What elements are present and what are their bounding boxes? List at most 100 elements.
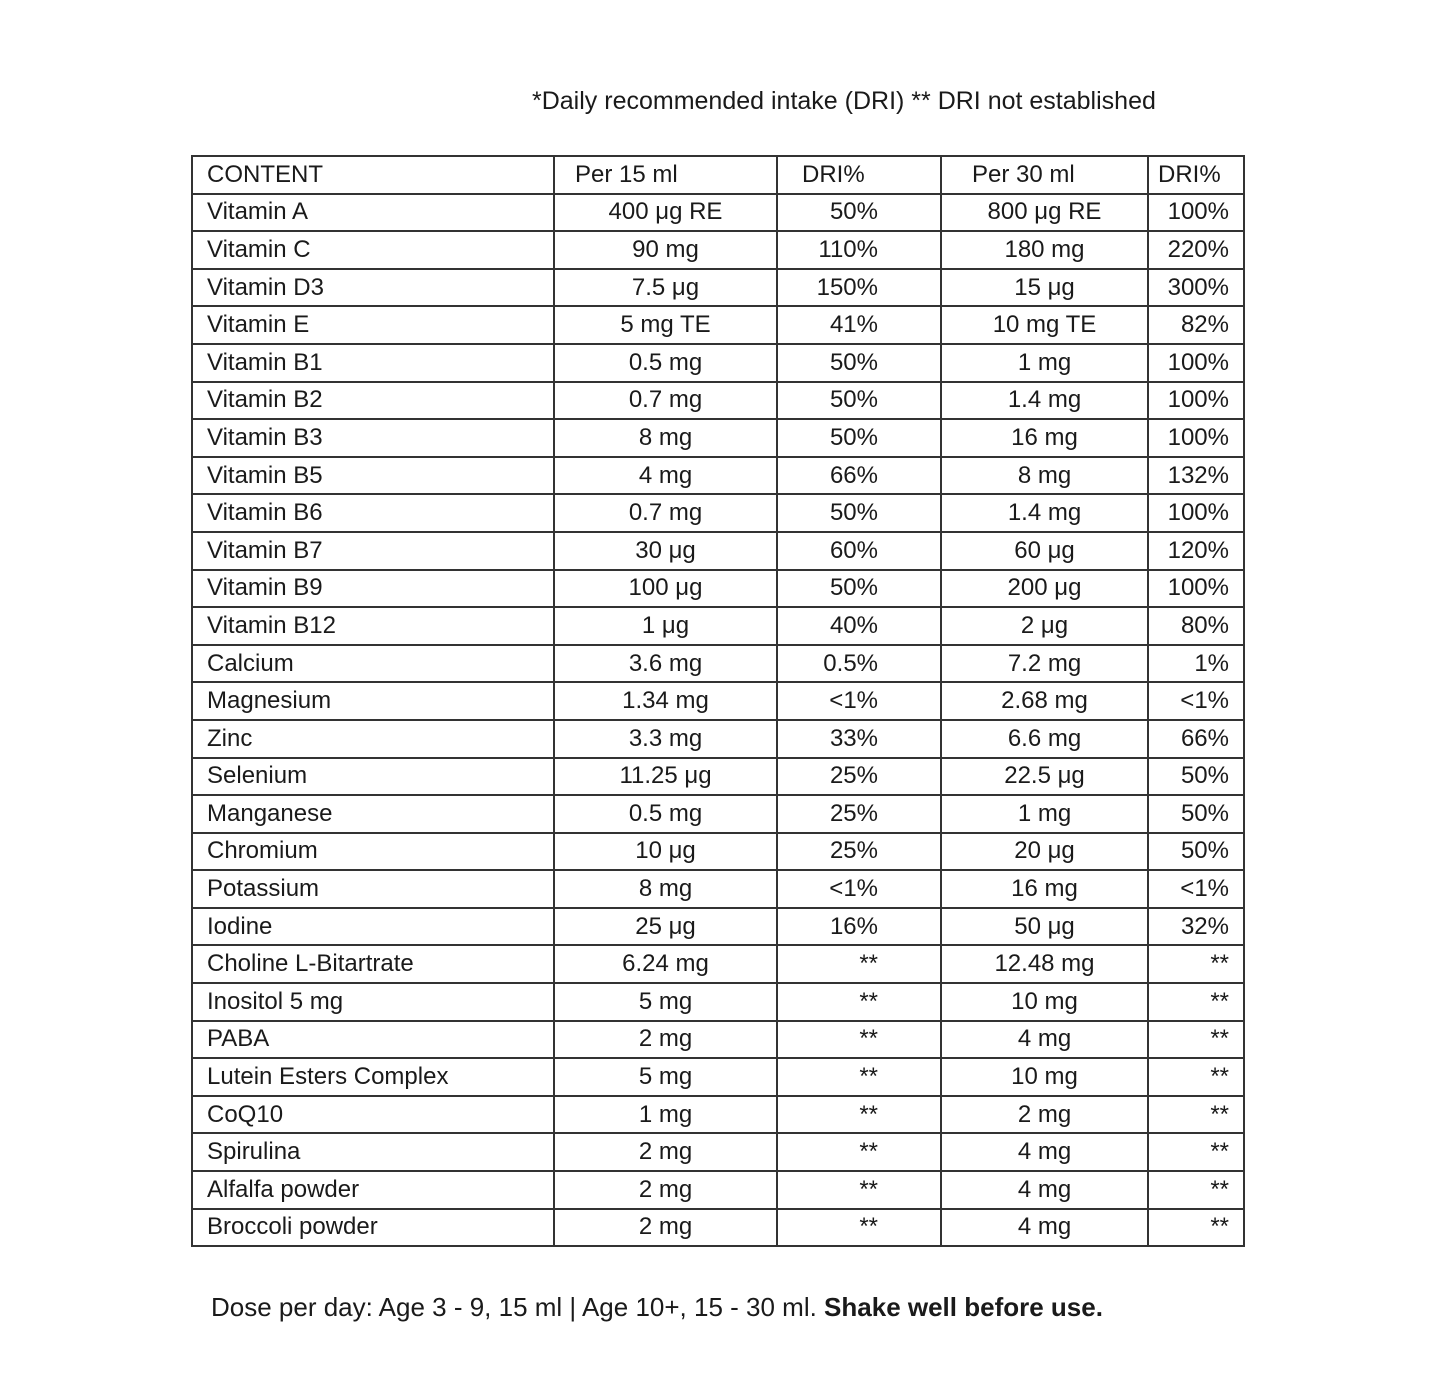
- cell-dri-15ml: 41%: [776, 305, 942, 345]
- cell-content: CoQ10: [191, 1094, 555, 1135]
- cell-per-15ml: 7.5 μg: [553, 267, 778, 308]
- cell-dri-15ml: 50%: [776, 192, 942, 233]
- cell-per-15ml: 3.3 mg: [553, 718, 778, 759]
- table-row: Iodine 25 μg 16% 50 μg 32%: [191, 906, 1245, 947]
- cell-per-30ml: 16 mg: [940, 418, 1149, 458]
- cell-per-15ml: 5 mg: [553, 982, 778, 1022]
- table-row: Vitamin B3 8 mg 50% 16 mg 100%: [191, 418, 1245, 458]
- cell-content: Magnesium: [191, 681, 555, 721]
- cell-per-30ml: 15 μg: [940, 267, 1149, 308]
- cell-per-15ml: 0.7 mg: [553, 493, 778, 533]
- cell-per-30ml: 50 μg: [940, 906, 1149, 947]
- cell-per-15ml: 1.34 mg: [553, 681, 778, 721]
- cell-dri-15ml: **: [776, 1094, 942, 1135]
- cell-dri-30ml: 50%: [1147, 831, 1245, 872]
- cell-content: Inositol 5 mg: [191, 982, 555, 1022]
- cell-dri-30ml: 100%: [1147, 568, 1245, 609]
- cell-per-15ml: 8 mg: [553, 418, 778, 458]
- cell-per-30ml: 22.5 μg: [940, 756, 1149, 797]
- cell-dri-15ml: **: [776, 1057, 942, 1097]
- cell-dri-15ml: **: [776, 1207, 942, 1248]
- cell-content: Vitamin B7: [191, 530, 555, 571]
- header-dri-15ml: DRI%: [776, 155, 942, 195]
- cell-content: Manganese: [191, 794, 555, 834]
- cell-dri-15ml: <1%: [776, 869, 942, 909]
- cell-dri-30ml: 82%: [1147, 305, 1245, 345]
- cell-dri-30ml: 50%: [1147, 756, 1245, 797]
- cell-content: Vitamin B3: [191, 418, 555, 458]
- cell-content: PABA: [191, 1019, 555, 1060]
- cell-per-15ml: 3.6 mg: [553, 643, 778, 684]
- table-row: Chromium 10 μg 25% 20 μg 50%: [191, 831, 1245, 872]
- cell-dri-30ml: 100%: [1147, 342, 1245, 383]
- cell-dri-30ml: 50%: [1147, 794, 1245, 834]
- cell-dri-15ml: 25%: [776, 831, 942, 872]
- table-row: Magnesium 1.34 mg <1% 2.68 mg <1%: [191, 681, 1245, 721]
- cell-dri-15ml: 66%: [776, 455, 942, 496]
- cell-dri-15ml: 33%: [776, 718, 942, 759]
- content-wrapper: CONTENT Per 15 ml DRI% Per 30 ml DRI% Vi…: [191, 155, 1245, 1323]
- header-dri-30ml: DRI%: [1147, 155, 1245, 195]
- cell-content: Spirulina: [191, 1132, 555, 1173]
- cell-dri-15ml: 150%: [776, 267, 942, 308]
- cell-per-15ml: 2 mg: [553, 1132, 778, 1173]
- cell-per-30ml: 16 mg: [940, 869, 1149, 909]
- cell-per-30ml: 8 mg: [940, 455, 1149, 496]
- cell-dri-30ml: **: [1147, 944, 1245, 985]
- cell-content: Vitamin D3: [191, 267, 555, 308]
- cell-dri-30ml: **: [1147, 1207, 1245, 1248]
- cell-content: Chromium: [191, 831, 555, 872]
- cell-per-30ml: 2 μg: [940, 606, 1149, 646]
- cell-per-15ml: 10 μg: [553, 831, 778, 872]
- cell-dri-30ml: 220%: [1147, 230, 1245, 270]
- cell-dri-15ml: **: [776, 982, 942, 1022]
- dose-text: Dose per day: Age 3 - 9, 15 ml | Age 10+…: [211, 1292, 825, 1323]
- cell-per-30ml: 200 μg: [940, 568, 1149, 609]
- cell-per-30ml: 800 μg RE: [940, 192, 1149, 233]
- cell-per-30ml: 20 μg: [940, 831, 1149, 872]
- cell-per-30ml: 10 mg TE: [940, 305, 1149, 345]
- cell-dri-30ml: 32%: [1147, 906, 1245, 947]
- cell-dri-30ml: 100%: [1147, 380, 1245, 421]
- table-row: Manganese 0.5 mg 25% 1 mg 50%: [191, 794, 1245, 834]
- cell-per-30ml: 10 mg: [940, 982, 1149, 1022]
- cell-content: Vitamin B1: [191, 342, 555, 383]
- cell-dri-30ml: **: [1147, 1132, 1245, 1173]
- cell-per-15ml: 4 mg: [553, 455, 778, 496]
- cell-content: Broccoli powder: [191, 1207, 555, 1248]
- cell-per-30ml: 2 mg: [940, 1094, 1149, 1135]
- cell-dri-15ml: 25%: [776, 794, 942, 834]
- table-row: Vitamin A 400 μg RE 50% 800 μg RE 100%: [191, 192, 1245, 233]
- cell-dri-30ml: 80%: [1147, 606, 1245, 646]
- cell-per-15ml: 2 mg: [553, 1207, 778, 1248]
- cell-per-30ml: 10 mg: [940, 1057, 1149, 1097]
- cell-dri-15ml: 40%: [776, 606, 942, 646]
- cell-dri-30ml: 132%: [1147, 455, 1245, 496]
- cell-dri-15ml: **: [776, 1019, 942, 1060]
- cell-content: Lutein Esters Complex: [191, 1057, 555, 1097]
- cell-per-15ml: 2 mg: [553, 1019, 778, 1060]
- cell-content: Vitamin B6: [191, 493, 555, 533]
- cell-dri-15ml: 0.5%: [776, 643, 942, 684]
- cell-dri-15ml: **: [776, 1170, 942, 1210]
- cell-content: Vitamin B9: [191, 568, 555, 609]
- cell-dri-30ml: <1%: [1147, 681, 1245, 721]
- dose-emphasis: Shake well before use.: [824, 1292, 1103, 1323]
- cell-dri-15ml: 110%: [776, 230, 942, 270]
- cell-per-15ml: 400 μg RE: [553, 192, 778, 233]
- cell-per-30ml: 4 mg: [940, 1207, 1149, 1248]
- table-row: Selenium 11.25 μg 25% 22.5 μg 50%: [191, 756, 1245, 797]
- nutrition-table: CONTENT Per 15 ml DRI% Per 30 ml DRI% Vi…: [191, 155, 1245, 1248]
- cell-dri-15ml: **: [776, 944, 942, 985]
- cell-dri-15ml: <1%: [776, 681, 942, 721]
- cell-dri-15ml: 50%: [776, 342, 942, 383]
- cell-dri-15ml: 60%: [776, 530, 942, 571]
- cell-per-30ml: 4 mg: [940, 1019, 1149, 1060]
- cell-content: Iodine: [191, 906, 555, 947]
- cell-dri-30ml: 1%: [1147, 643, 1245, 684]
- cell-dri-30ml: **: [1147, 982, 1245, 1022]
- cell-per-15ml: 90 mg: [553, 230, 778, 270]
- cell-per-15ml: 2 mg: [553, 1170, 778, 1210]
- cell-dri-30ml: 300%: [1147, 267, 1245, 308]
- cell-dri-15ml: 50%: [776, 568, 942, 609]
